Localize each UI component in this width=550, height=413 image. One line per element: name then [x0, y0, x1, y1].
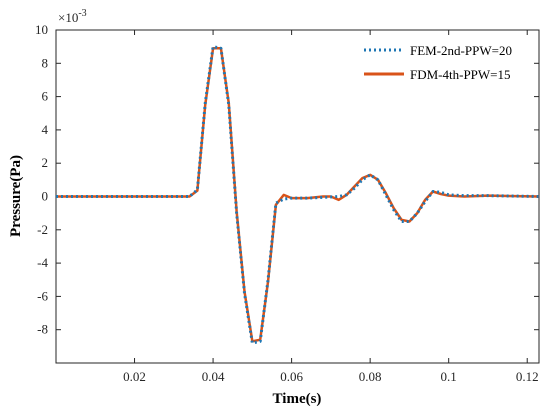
y-tick-label: -2: [37, 222, 48, 237]
x-tick-label: 0.1: [441, 369, 457, 384]
y-tick-label: -6: [37, 288, 48, 303]
y-exponent-base: ×10: [58, 10, 78, 25]
x-tick-label: 0.12: [516, 369, 539, 384]
x-tick-label: 0.02: [123, 369, 146, 384]
y-exponent-power: -3: [78, 8, 86, 19]
y-tick-label: 8: [42, 55, 49, 70]
x-axis-label: Time(s): [273, 391, 322, 407]
legend-label-fem: FEM-2nd-PPW=20: [410, 43, 512, 58]
y-tick-label: -8: [37, 322, 48, 337]
legend-label-fdm: FDM-4th-PPW=15: [410, 67, 511, 82]
series-group: [56, 45, 540, 345]
x-tick-label: 0.08: [359, 369, 382, 384]
y-tick-label: 4: [42, 122, 49, 137]
x-tick-label: 0.04: [202, 369, 225, 384]
y-axis-exponent: ×10-3: [58, 8, 87, 25]
y-tick-label: 2: [42, 155, 49, 170]
y-tick-label: 0: [42, 189, 49, 204]
y-tick-label: 10: [35, 22, 48, 37]
axis-ticks: 0.02 0.04 0.06 0.08 0.1 0.12 -8 -6 -4 -2 0 2 4 6 8 10: [35, 22, 539, 384]
y-tick-label: -4: [37, 255, 48, 270]
y-tick-label: 6: [42, 89, 49, 104]
y-axis-label: Pressure(Pa): [8, 155, 24, 237]
x-tick-label: 0.06: [280, 369, 303, 384]
legend: FEM-2nd-PPW=20 FDM-4th-PPW=15: [356, 36, 534, 86]
legend-box: [356, 36, 534, 86]
